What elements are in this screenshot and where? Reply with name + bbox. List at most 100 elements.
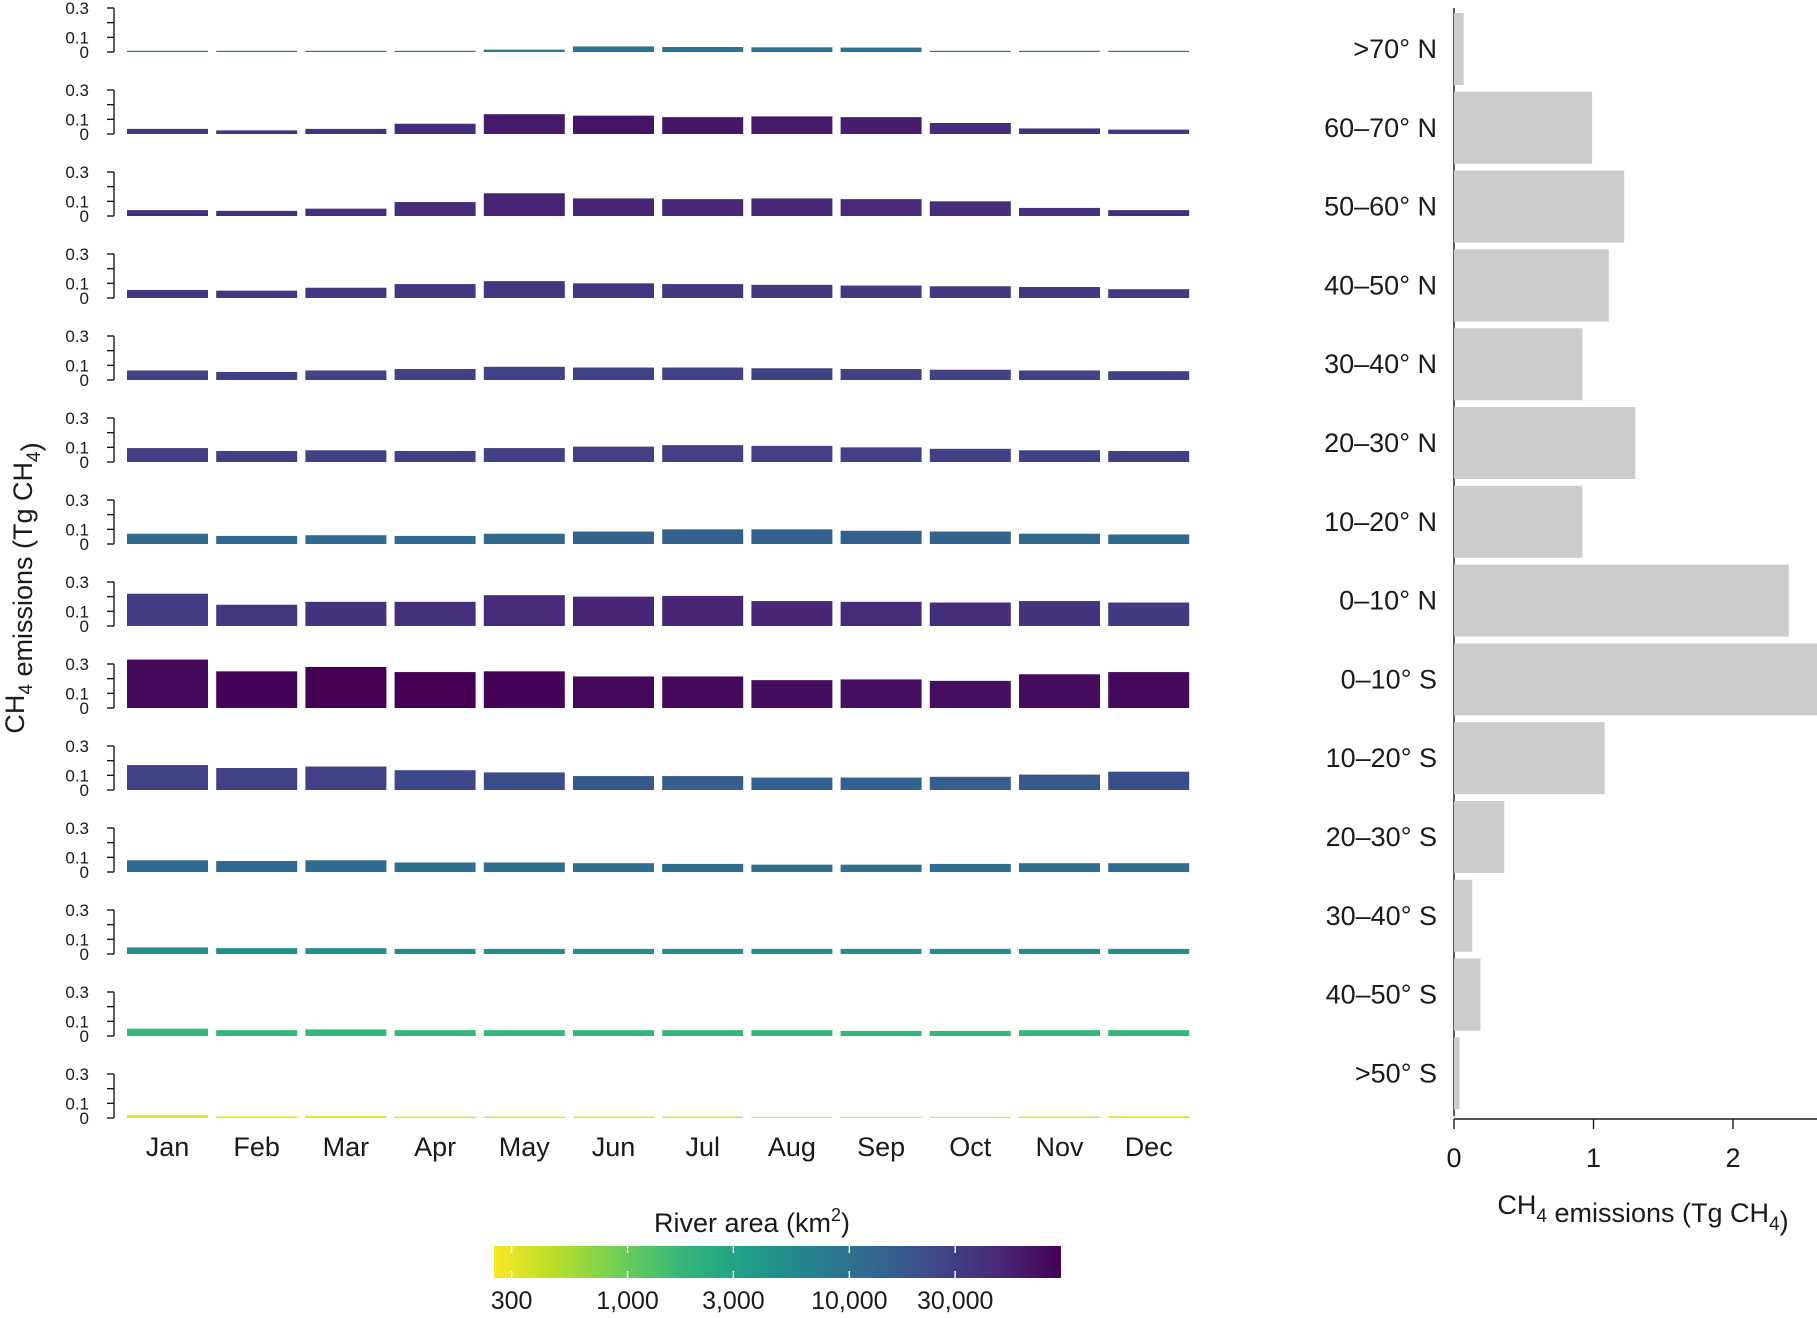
bar-sep-panel-13 [840, 1116, 922, 1118]
bar-jul-panel-7 [662, 595, 744, 626]
bar-feb-panel-5 [216, 451, 298, 462]
bar-jul-panel-2 [662, 199, 744, 216]
bar-aug-panel-12 [751, 1030, 833, 1036]
panel-y-tick-label: 0.3 [65, 245, 89, 264]
bar-jun-panel-9 [573, 776, 654, 790]
panel-y-tick-label: 0.1 [65, 930, 89, 949]
panel-y-tick-label: 0.3 [65, 327, 89, 346]
panel-y-tick-label: 0 [80, 43, 89, 62]
bar-feb-panel-2 [216, 210, 298, 216]
annual-bar [1454, 722, 1605, 795]
bar-jun-panel-11 [573, 948, 654, 954]
bar-apr-panel-12 [394, 1030, 476, 1036]
bar-sep-panel-12 [840, 1030, 922, 1036]
bar-apr-panel-3 [394, 284, 476, 298]
bar-aug-panel-13 [751, 1116, 833, 1118]
annual-bar [1454, 958, 1481, 1031]
panel-9: 00.1 0.3 [65, 737, 1190, 800]
latitude-band-label: 20–30° S [1326, 822, 1437, 852]
bar-mar-panel-12 [305, 1029, 387, 1036]
annual-bar [1454, 170, 1625, 243]
bar-jan-panel-5 [127, 448, 208, 462]
bar-feb-panel-9 [216, 768, 298, 790]
bar-jun-panel-7 [573, 596, 654, 626]
bar-jan-panel-6 [127, 533, 208, 544]
panel-y-tick-label: 0 [80, 125, 89, 144]
panel-10: 00.1 0.3 [65, 819, 1190, 882]
month-label: Apr [414, 1132, 456, 1162]
bar-feb-panel-4 [216, 371, 298, 380]
colorbar-tick-label: 30,000 [917, 1287, 993, 1315]
panel-y-tick-label: 0.3 [65, 737, 89, 756]
month-label: Nov [1035, 1132, 1084, 1162]
bar-jun-panel-6 [573, 531, 654, 544]
bar-feb-panel-10 [216, 861, 298, 872]
bar-feb-panel-3 [216, 290, 298, 298]
panel-y-tick-label: 0.1 [65, 110, 89, 129]
bar-dec-panel-1 [1108, 129, 1190, 134]
latitude-band-label: 30–40° S [1326, 901, 1437, 931]
bar-apr-panel-6 [394, 535, 476, 544]
month-label: May [499, 1132, 551, 1162]
bar-oct-panel-6 [929, 531, 1011, 544]
bar-apr-panel-2 [394, 202, 476, 216]
annual-panel: >70° N60–70° N50–60° N40–50° N30–40° N20… [1324, 8, 1817, 1173]
annual-bar [1454, 407, 1636, 479]
panel-y-tick-label: 0 [80, 535, 89, 554]
bar-nov-panel-7 [1019, 601, 1100, 626]
bar-nov-panel-4 [1019, 370, 1100, 380]
annual-bar [1454, 801, 1505, 873]
panel-y-tick-label: 0.1 [65, 356, 89, 375]
bar-jul-panel-3 [662, 284, 744, 298]
bar-may-panel-4 [483, 366, 565, 380]
panel-y-tick-label: 0.1 [65, 602, 89, 621]
bar-nov-panel-0 [1019, 50, 1100, 52]
bar-may-panel-5 [483, 448, 565, 462]
latitude-band-label: 0–10° S [1341, 664, 1437, 694]
bar-aug-panel-10 [751, 864, 833, 872]
panel-y-tick-label: 0 [80, 863, 89, 882]
panel-y-tick-label: 0 [80, 945, 89, 964]
bar-jan-panel-12 [127, 1028, 208, 1036]
month-label: Aug [768, 1132, 816, 1162]
latitude-band-label: 30–40° N [1324, 349, 1437, 379]
bar-oct-panel-1 [929, 123, 1011, 134]
colorbar-gradient [494, 1246, 1061, 1278]
bar-feb-panel-12 [216, 1030, 298, 1036]
colorbar-tick-label: 1,000 [596, 1287, 659, 1315]
panel-y-tick-label: 0.1 [65, 848, 89, 867]
bar-jul-panel-11 [662, 948, 744, 954]
panel-3: 00.1 0.3 [65, 245, 1190, 308]
bar-mar-panel-3 [305, 287, 387, 298]
bar-mar-panel-7 [305, 601, 387, 626]
panel-y-tick-label: 0 [80, 289, 89, 308]
bar-nov-panel-8 [1019, 674, 1100, 708]
bar-apr-panel-1 [394, 123, 476, 134]
panel-y-tick-label: 0 [80, 781, 89, 800]
right-x-axis-title: CH4 emissions (Tg CH4) [1497, 1190, 1788, 1236]
bar-may-panel-3 [483, 281, 565, 298]
bar-jun-panel-0 [573, 46, 654, 52]
panel-y-tick-label: 0.1 [65, 1094, 89, 1113]
bar-aug-panel-2 [751, 198, 833, 216]
bar-sep-panel-10 [840, 864, 922, 872]
panel-2: 00.1 0.3 [65, 163, 1190, 226]
panel-y-tick-label: 0.3 [65, 163, 89, 182]
bar-feb-panel-11 [216, 948, 298, 954]
bar-oct-panel-0 [929, 50, 1011, 52]
bar-mar-panel-9 [305, 766, 387, 790]
bar-jun-panel-3 [573, 283, 654, 298]
bar-oct-panel-10 [929, 863, 1011, 872]
panel-6: 00.1 0.3 [65, 491, 1190, 554]
bar-nov-panel-13 [1019, 1116, 1100, 1118]
colorbar-ticks: 300 1,000 3,000 10,000 30,000 [491, 1246, 993, 1315]
bar-aug-panel-11 [751, 948, 833, 954]
bar-aug-panel-9 [751, 777, 833, 790]
bar-may-panel-0 [483, 49, 565, 52]
bar-jan-panel-13 [127, 1115, 208, 1118]
bar-jul-panel-0 [662, 47, 744, 52]
month-label: Jun [592, 1132, 636, 1162]
bar-mar-panel-4 [305, 370, 387, 380]
bar-jan-panel-11 [127, 947, 208, 954]
bar-may-panel-1 [483, 114, 565, 134]
